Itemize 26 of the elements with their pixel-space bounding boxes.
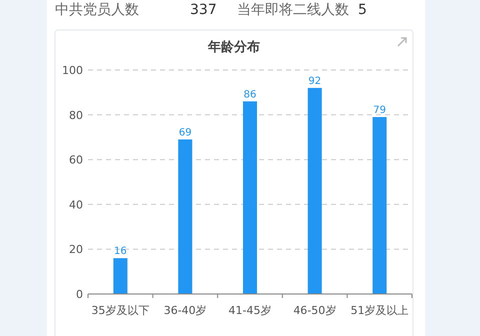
y-tick-label: 40 — [69, 198, 83, 212]
text: 337 — [190, 2, 217, 18]
x-tick-label: 35岁及以下 — [91, 304, 150, 317]
x-tick-label: 51岁及以上 — [350, 304, 409, 317]
data-label: 16 — [114, 246, 127, 258]
y-tick-label: 0 — [76, 288, 83, 301]
bar — [243, 101, 257, 294]
bar — [308, 88, 322, 294]
x-tick-label: 41-45岁 — [228, 304, 272, 317]
y-tick-label: 100 — [62, 64, 83, 77]
x-tick-label: 46-50岁 — [293, 304, 336, 317]
data-label: 79 — [373, 105, 386, 116]
text: 5 — [358, 2, 367, 18]
x-tick-label: 36-40岁 — [164, 304, 207, 317]
y-tick-label: 80 — [69, 108, 83, 122]
y-tick-label: 60 — [69, 154, 83, 167]
data-label: 69 — [178, 127, 192, 138]
chart-title: 年龄分布 — [207, 40, 260, 55]
bar — [113, 258, 128, 294]
data-label: 86 — [244, 89, 256, 100]
bar — [178, 139, 192, 294]
bar — [372, 117, 387, 294]
y-tick-label: 20 — [69, 243, 83, 256]
text: 当年即将二线人数 — [237, 2, 349, 18]
text: 中共党员人数 — [55, 2, 139, 18]
data-label: 92 — [308, 76, 322, 87]
